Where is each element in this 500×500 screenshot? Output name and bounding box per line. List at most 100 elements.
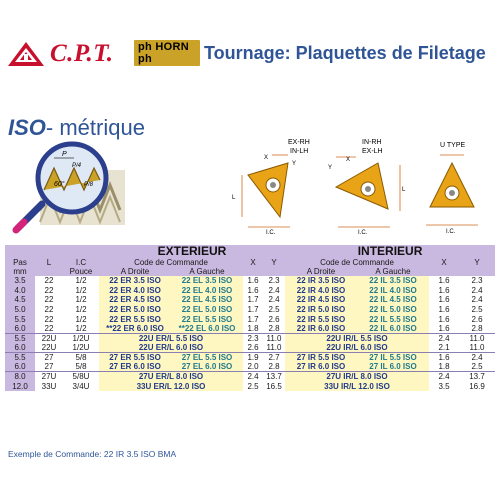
ext-x-cell: 2.4 (243, 371, 263, 382)
ext-left-code-cell: 22 EL 4.0 ISO (171, 285, 243, 296)
int-x-cell: 1.8 (429, 362, 459, 372)
l-cell: 22 (35, 276, 63, 286)
int-a-gauche-header: A Gauche (357, 267, 429, 276)
ext-y-cell: 2.7 (263, 352, 285, 363)
ext-x-cell: 1.8 (243, 323, 263, 334)
pas-cell: 3.5 (5, 276, 35, 286)
l-cell: 22 (35, 323, 63, 334)
ext-a-droite-header: A Droite (99, 267, 171, 276)
horn-logo: ph HORN ph (134, 40, 200, 66)
ext-code-cell: 27U ER/L 8.0 ISO (99, 371, 243, 382)
l-cell: 33U (35, 381, 63, 392)
int-y-cell: 2.5 (459, 362, 496, 372)
table-row: 6.0 22U 1/2U 22U ER/L 6.0 ISO 2.6 11.0 22U IR/… (5, 343, 496, 353)
pas-cell: 4.0 (5, 285, 35, 296)
table-row: 3.5 22 1/2 22 ER 3.5 ISO 22 EL 3.5 ISO 1.6 2.3… (5, 276, 496, 286)
ext-right-code-cell: 22 ER 4.0 ISO (99, 285, 171, 296)
int-left-code-cell: 22 IL 4.5 ISO (357, 295, 429, 305)
int-x-cell: 3.5 (429, 381, 459, 392)
ext-y-cell: 2.4 (263, 295, 285, 305)
x-dim-2: X (346, 157, 350, 163)
int-y-cell: 2.8 (459, 323, 496, 334)
int-y-cell: 2.4 (459, 295, 496, 305)
l-cell: 27 (35, 352, 63, 363)
ic-cell: 3/4U (63, 381, 99, 392)
ext-y-cell: 2.5 (263, 304, 285, 315)
ext-y-cell: 2.8 (263, 362, 285, 372)
int-left-code-cell: 22 IL 6.0 ISO (357, 323, 429, 334)
int-x-header: X (429, 258, 459, 267)
pas-cell: 6.0 (5, 323, 35, 334)
x-dim: X (264, 155, 268, 161)
ext-x-cell: 1.7 (243, 295, 263, 305)
table-row: 5.5 27 5/8 27 ER 5.5 ISO 27 EL 5.5 ISO 1.9 2.7… (5, 352, 496, 363)
page-header: C.P.T. ph HORN ph Tournage: Plaquettes d… (6, 38, 494, 68)
int-left-code-cell: 27 IL 6.0 ISO (357, 362, 429, 372)
horn-logo-text: ph HORN ph (134, 40, 200, 66)
pitch-eighth-label: P/8 (84, 182, 94, 188)
in-rh-label: IN-RH (362, 139, 381, 146)
int-y-cell: 2.4 (459, 285, 496, 296)
ext-code-header: Code de Commande (99, 258, 243, 267)
int-right-code-cell: 22 IR 5.5 ISO (285, 314, 357, 324)
int-code-cell: 22U IR/L 5.5 ISO (285, 333, 429, 344)
ic-cell: 1/2 (63, 304, 99, 315)
l-dim: L (232, 195, 236, 201)
ext-right-code-cell: 22 ER 5.5 ISO (99, 314, 171, 324)
l-cell: 27 (35, 362, 63, 372)
ic-cell: 1/2U (63, 333, 99, 344)
ext-x-cell: 1.9 (243, 352, 263, 363)
ext-left-code-cell: 22 EL 5.5 ISO (171, 314, 243, 324)
insert-exrh-icon: L I.C. X Y (232, 154, 296, 235)
pas-header: Pas (5, 258, 35, 267)
int-x-cell: 1.6 (429, 323, 459, 334)
ext-x-cell: 1.7 (243, 314, 263, 324)
int-code-cell: 22U IR/L 6.0 ISO (285, 343, 429, 353)
insert-diagrams: EX-RH IN-LH IN-RH EX-LH U TYPE L I.C. X … (232, 139, 478, 235)
pitch-label: P (62, 151, 67, 158)
exterieur-header: EXTERIEUR (99, 245, 285, 258)
int-left-code-cell: 22 IL 5.0 ISO (357, 304, 429, 315)
l-cell: 22U (35, 333, 63, 344)
ext-code-cell: 22U ER/L 5.5 ISO (99, 333, 243, 344)
pas-cell: 12.0 (5, 381, 35, 392)
ic-cell: 1/2 (63, 323, 99, 334)
page-title: Tournage: Plaquettes de Filetage (204, 43, 486, 63)
ext-y-cell: 2.3 (263, 276, 285, 286)
int-x-cell: 2.4 (429, 333, 459, 344)
int-x-cell: 1.6 (429, 295, 459, 305)
pas-cell: 5.5 (5, 352, 35, 363)
table-row: 6.0 27 5/8 27 ER 6.0 ISO 27 EL 6.0 ISO 2.0 2.8… (5, 362, 496, 372)
cpt-logo-icon (8, 42, 44, 66)
ext-y-cell: 16.5 (263, 381, 285, 392)
int-x-cell: 1.6 (429, 352, 459, 363)
ic-header: I.C (63, 258, 99, 267)
int-y-cell: 2.4 (459, 352, 496, 363)
ext-x-cell: 1.6 (243, 276, 263, 286)
brand-name: C.P.T. (50, 40, 114, 67)
int-right-code-cell: 22 IR 5.0 ISO (285, 304, 357, 315)
ex-lh-label: EX-LH (362, 148, 383, 155)
ex-rh-label: EX-RH (288, 139, 310, 146)
ext-code-cell: 33U ER/L 12.0 ISO (99, 381, 243, 392)
table-row: 4.5 22 1/2 22 ER 4.5 ISO 22 EL 4.5 ISO 1.7 2.4… (5, 295, 496, 305)
ext-right-code-cell: 22 ER 4.5 ISO (99, 295, 171, 305)
l-dim-2: L (402, 187, 406, 193)
int-right-code-cell: 22 IR 6.0 ISO (285, 323, 357, 334)
l-cell: 22 (35, 295, 63, 305)
ext-x-cell: 1.7 (243, 304, 263, 315)
int-x-cell: 2.4 (429, 371, 459, 382)
header-row-sub: mm Pouce A Droite A Gauche A Droite A Ga… (5, 267, 496, 276)
ext-left-code-cell: 22 EL 3.5 ISO (171, 276, 243, 286)
ext-right-code-cell: 22 ER 5.0 ISO (99, 304, 171, 315)
ext-right-code-cell: **22 ER 6.0 ISO (99, 323, 171, 334)
ext-y-cell: 11.0 (263, 343, 285, 353)
ext-x-cell: 2.5 (243, 381, 263, 392)
ic-cell: 1/2 (63, 285, 99, 296)
l-cell: 22 (35, 314, 63, 324)
int-y-cell: 11.0 (459, 333, 496, 344)
ext-left-code-cell: 22 EL 5.0 ISO (171, 304, 243, 315)
table-row: 5.5 22U 1/2U 22U ER/L 5.5 ISO 2.3 11.0 22U IR/… (5, 333, 496, 344)
ext-right-code-cell: 22 ER 3.5 ISO (99, 276, 171, 286)
l-cell: 22 (35, 285, 63, 296)
